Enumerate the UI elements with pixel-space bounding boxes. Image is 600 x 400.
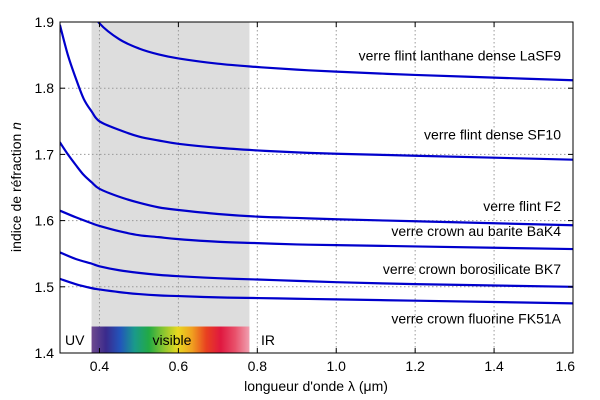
series-label: verre flint dense SF10 — [424, 127, 561, 143]
y-tick-label: 1.6 — [35, 213, 55, 229]
series-line — [60, 277, 573, 305]
series-layer — [60, 22, 573, 305]
y-tick-label: 1.7 — [35, 146, 55, 162]
y-tick-label: 1.9 — [35, 14, 55, 30]
visible-region-shade — [91, 22, 250, 353]
uv-annotation: UV — [65, 332, 85, 348]
visible-spectrum-band — [91, 326, 250, 353]
x-tick-label: 1.2 — [405, 358, 425, 374]
spectrum-layer — [91, 326, 250, 353]
axes-frame — [59, 21, 574, 354]
series-label: verre crown fluorine FK51A — [391, 310, 561, 326]
ticks-layer: 0.4 0.6 0.8 1.0 1.2 1.4 1.6 1.4 1.5 1.6 1.7 1.8 1.9 — [35, 14, 576, 374]
y-axis-title-variable: n — [8, 122, 24, 130]
series-label: verre crown borosilicate BK7 — [383, 261, 561, 277]
series-line — [60, 24, 573, 161]
x-tick-label: 0.6 — [169, 358, 189, 374]
x-tick-label: 1.4 — [484, 358, 504, 374]
axes-frame-layer — [59, 21, 574, 354]
series-line — [60, 209, 573, 251]
labels-layer: verre flint lanthane dense LaSF9 verre fl… — [359, 47, 562, 326]
x-tick-label: 0.8 — [248, 358, 268, 374]
series-label: verre crown au barite BaK4 — [391, 223, 561, 239]
ir-annotation: IR — [261, 332, 275, 348]
y-axis-title: indice de réfraction n — [8, 122, 24, 252]
series-label: verre flint F2 — [483, 198, 561, 214]
x-tick-label: 1.6 — [556, 358, 576, 374]
x-axis-title: longueur d'onde λ (μm) — [244, 378, 388, 394]
x-tick-label: 1.0 — [326, 358, 346, 374]
y-tick-label: 1.5 — [35, 279, 55, 295]
visible-region-layer — [91, 22, 250, 353]
visible-annotation: visible — [153, 332, 192, 348]
series-line — [96, 22, 573, 82]
x-tick-label: 0.4 — [90, 358, 110, 374]
series-line — [60, 251, 573, 288]
y-tick-label: 1.8 — [35, 80, 55, 96]
y-axis-title-prefix: indice de réfraction — [8, 130, 24, 252]
series-line — [60, 141, 573, 227]
y-tick-label: 1.4 — [35, 345, 55, 361]
series-label: verre flint lanthane dense LaSF9 — [359, 47, 562, 63]
